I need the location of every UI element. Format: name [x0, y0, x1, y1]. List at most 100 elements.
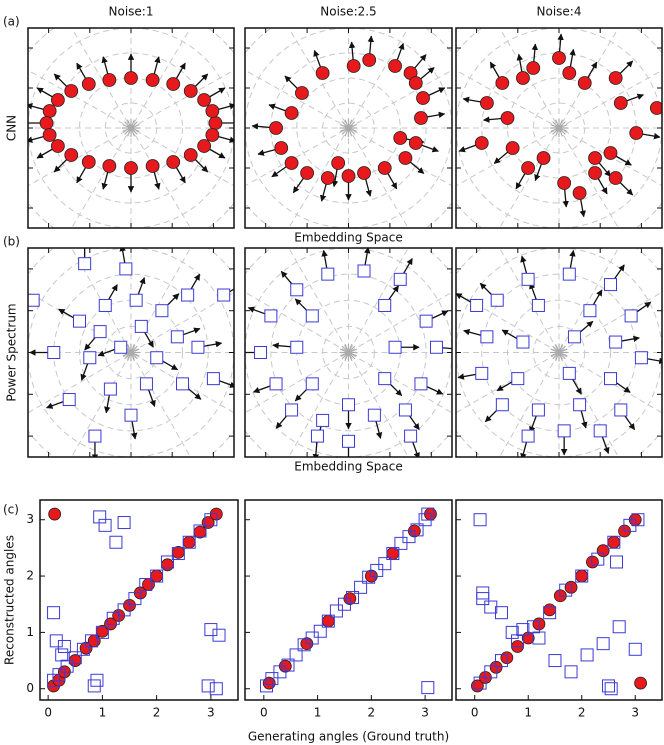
guide-circle [507, 77, 611, 179]
point [206, 372, 220, 386]
point [610, 555, 624, 569]
point [543, 606, 557, 620]
marks [458, 33, 662, 218]
point [197, 93, 212, 107]
plot-frame [27, 27, 235, 229]
point [109, 535, 123, 549]
marks [456, 249, 662, 457]
point [586, 555, 599, 569]
point [564, 580, 578, 594]
x-tick-label: 1 [314, 706, 322, 720]
point [124, 408, 138, 422]
point [265, 672, 279, 686]
point [386, 547, 400, 561]
point [81, 155, 96, 169]
point [505, 625, 519, 639]
point [217, 288, 231, 302]
point [470, 298, 484, 312]
point [601, 679, 615, 693]
point [490, 293, 504, 307]
guide-circle [405, 0, 664, 278]
point [321, 267, 335, 281]
point [313, 624, 327, 638]
point [609, 335, 623, 349]
background-grid [28, 28, 234, 228]
background-grid [245, 28, 452, 228]
point [370, 563, 384, 577]
point [83, 351, 97, 365]
point [604, 372, 617, 386]
x-tick-label: 0 [471, 706, 479, 720]
plot-frame [244, 27, 453, 229]
point [139, 578, 153, 592]
center-star [122, 124, 140, 132]
point [511, 372, 525, 386]
point [557, 424, 571, 438]
point [305, 631, 319, 645]
point [378, 557, 392, 571]
point [562, 267, 576, 281]
point [394, 536, 408, 550]
point [183, 148, 198, 162]
point [47, 606, 61, 620]
point [119, 262, 133, 276]
point [60, 659, 74, 673]
y-tick-label: 1 [26, 625, 34, 639]
point [320, 171, 335, 185]
point [402, 530, 416, 544]
point [114, 340, 128, 354]
marks [251, 35, 446, 202]
point [429, 340, 443, 354]
point [377, 161, 392, 175]
x-axis-label: Embedding Space [294, 231, 402, 245]
point [557, 176, 572, 190]
point [484, 665, 498, 679]
x-tick-label: 2 [153, 706, 161, 720]
point [76, 642, 90, 656]
point [624, 309, 638, 323]
point [593, 424, 607, 438]
point [193, 524, 207, 538]
point [516, 335, 530, 349]
panel [455, 247, 663, 458]
point [631, 513, 645, 527]
point [476, 592, 490, 606]
point [398, 151, 413, 165]
panel [244, 27, 453, 229]
point [346, 59, 361, 73]
center-star [550, 348, 568, 357]
plot-frame [39, 499, 239, 701]
point [88, 429, 102, 443]
point [124, 161, 138, 175]
point [603, 146, 618, 160]
point [42, 128, 57, 142]
point [181, 288, 195, 302]
point [93, 510, 107, 524]
y-axis-label: Reconstructed angles [3, 535, 17, 665]
point [480, 330, 494, 344]
plot-frame [455, 499, 663, 701]
point [73, 314, 86, 328]
point [295, 86, 309, 100]
panel-label: (b) [3, 235, 20, 249]
point [290, 283, 304, 297]
point [52, 668, 66, 682]
point [47, 346, 61, 359]
point [183, 84, 198, 98]
point [552, 51, 566, 65]
point [209, 682, 223, 696]
point [212, 628, 226, 642]
column-title: Noise:1 [109, 5, 154, 19]
point [526, 61, 541, 75]
marks [471, 513, 647, 696]
point [305, 309, 319, 323]
point [150, 569, 164, 583]
marks [28, 248, 234, 457]
point [500, 111, 515, 125]
point [572, 186, 587, 200]
y-axis-label: Power Spectrum [5, 303, 19, 401]
point [575, 569, 589, 583]
point [182, 535, 196, 549]
point [607, 535, 621, 549]
point [543, 603, 557, 617]
